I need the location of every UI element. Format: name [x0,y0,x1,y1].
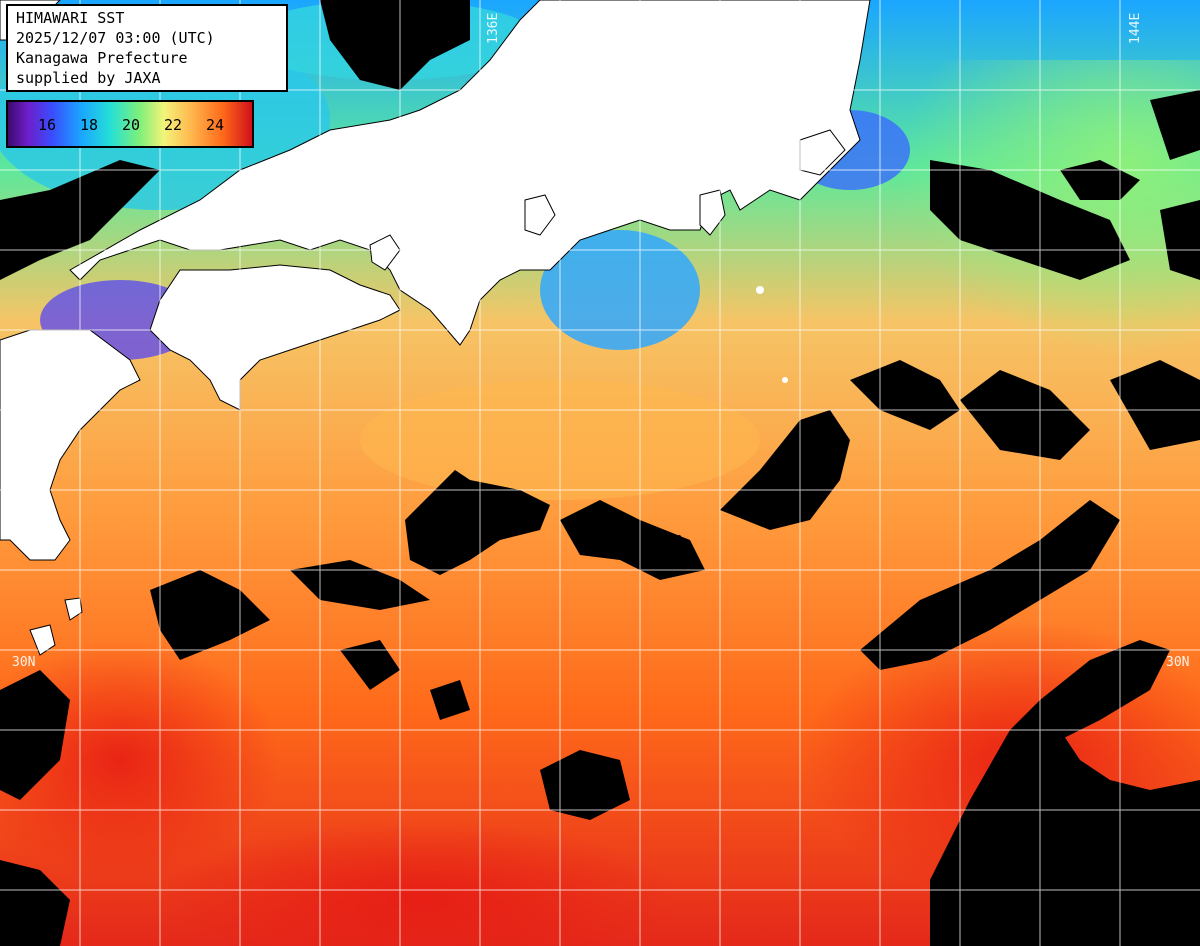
cloud-patch [340,640,400,690]
land-yakushima [64,597,83,621]
cloud-patch [430,680,470,720]
legend-tick-20: 20 [122,116,141,134]
cloud-patch [0,860,70,946]
legend-tick-22: 22 [164,116,183,134]
land-awaji [369,234,401,271]
cloud-patch [540,750,630,820]
cloud-patch [0,670,70,800]
island [782,377,788,383]
island [646,96,650,100]
lat-label-30n-right: 30N [1166,655,1190,670]
warm-water-south [160,820,680,946]
temperature-legend: 16 18 20 22 24 [6,100,254,148]
cloud-patch [850,360,960,430]
land-izu [699,189,726,236]
map-info-box: HIMAWARI SST 2025/12/07 03:00 (UTC) Kana… [6,4,288,92]
island [756,286,764,294]
cloud-patch [1040,640,1170,740]
legend-tick-16: 16 [38,116,57,134]
lon-label-136e: 136E [486,12,501,44]
cloud-patch [1110,360,1200,450]
legend-tick-18: 18 [80,116,99,134]
cloud-patch [1160,200,1200,280]
cloud-patch [720,410,850,530]
cloud-patch [290,560,430,610]
cloud-patch [930,700,1200,946]
lat-label-35: 35 [10,372,26,387]
land-tanegashima [29,624,56,656]
product-title: HIMAWARI SST [16,9,125,27]
island [832,92,838,98]
cloud-patch [960,370,1090,460]
land-shikoku [149,264,401,411]
supplier-label: supplied by JAXA [16,69,161,87]
cloud-patch [860,500,1120,670]
land-kii-tip [524,194,556,236]
cloud-patch [1150,90,1200,160]
islands [646,92,838,383]
lon-label-144e: 144E [1128,12,1143,44]
cloud-patch [405,470,550,575]
observation-time: 2025/12/07 03:00 (UTC) [16,29,215,47]
legend-tick-24: 24 [206,116,225,134]
prefecture-label: Kanagawa Prefecture [16,49,188,67]
cold-bay-water [540,230,700,350]
cloud-patch [640,535,700,575]
lat-label-30n-left: 30N [12,655,36,670]
cloud-patch [320,0,470,90]
